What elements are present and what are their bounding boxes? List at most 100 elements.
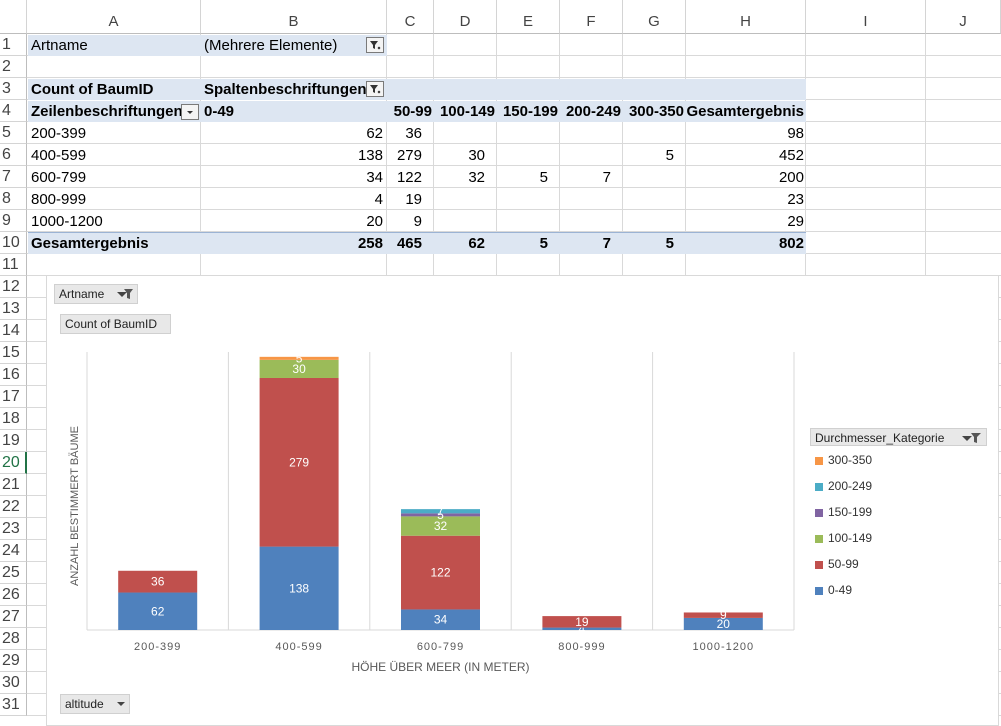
gridline bbox=[27, 143, 1001, 144]
column-category-header: 200-249 bbox=[560, 101, 623, 122]
row-header[interactable]: 18 bbox=[0, 408, 27, 430]
row-header[interactable]: 23 bbox=[0, 518, 27, 540]
gridline bbox=[27, 187, 1001, 188]
data-label: 34 bbox=[434, 613, 448, 627]
data-label: 5 bbox=[437, 508, 444, 522]
value-cell: 29 bbox=[787, 213, 804, 230]
filter-field-value: (Mehrere Elemente) bbox=[201, 35, 387, 56]
row-header[interactable]: 10 bbox=[0, 232, 27, 254]
row-labels-dropdown-button[interactable] bbox=[181, 104, 199, 120]
row-header[interactable]: 20 bbox=[0, 452, 27, 474]
grand-total-cell: 5 bbox=[497, 233, 560, 254]
data-label: 138 bbox=[289, 581, 309, 595]
filter-icon bbox=[370, 41, 381, 50]
value-cell bbox=[623, 189, 686, 210]
column-header-b[interactable]: B bbox=[201, 0, 387, 34]
row-header[interactable]: 30 bbox=[0, 672, 27, 694]
total-row-border bbox=[28, 232, 806, 233]
value-cell bbox=[560, 189, 623, 210]
x-tick-label: 400-599 bbox=[275, 641, 322, 653]
column-header-e[interactable]: E bbox=[497, 0, 560, 34]
row-header[interactable]: 28 bbox=[0, 628, 27, 650]
bar-segment bbox=[401, 609, 480, 630]
column-category-header: 100-149 bbox=[434, 101, 497, 122]
value-cell: 279 bbox=[396, 147, 422, 164]
row-header[interactable]: 5 bbox=[0, 122, 27, 144]
chart-filter-label: Artname bbox=[59, 287, 105, 301]
row-header[interactable]: 9 bbox=[0, 210, 27, 232]
filter-icon bbox=[370, 85, 381, 94]
row-header[interactable]: 17 bbox=[0, 386, 27, 408]
data-label: 19 bbox=[575, 615, 589, 629]
gridline bbox=[27, 209, 1001, 210]
row-label: 600-799 bbox=[31, 169, 87, 186]
value-cell bbox=[434, 189, 497, 210]
row-header[interactable]: 27 bbox=[0, 606, 27, 628]
chart-values-button[interactable]: Count of BaumID bbox=[60, 314, 171, 334]
data-label: 30 bbox=[292, 362, 306, 376]
legend-item: 100-149 bbox=[815, 531, 872, 545]
row-header[interactable]: 21 bbox=[0, 474, 27, 496]
row-header[interactable]: 7 bbox=[0, 166, 27, 188]
filter-field-label: Artname bbox=[28, 35, 201, 56]
grand-total-cell: 802 bbox=[686, 233, 806, 254]
row-header[interactable]: 24 bbox=[0, 540, 27, 562]
column-header-g[interactable]: G bbox=[623, 0, 686, 34]
gridline bbox=[27, 231, 1001, 232]
column-header-c[interactable]: C bbox=[387, 0, 434, 34]
value-cell bbox=[623, 123, 686, 144]
x-tick-label: 800-999 bbox=[558, 641, 605, 653]
legend-item: 50-99 bbox=[815, 557, 859, 571]
row-header[interactable]: 3 bbox=[0, 78, 27, 100]
value-cell bbox=[560, 145, 623, 166]
filter-icon bbox=[117, 289, 133, 299]
row-header[interactable]: 16 bbox=[0, 364, 27, 386]
row-header[interactable]: 6 bbox=[0, 144, 27, 166]
column-header-i[interactable]: I bbox=[806, 0, 926, 34]
row-header[interactable]: 15 bbox=[0, 342, 27, 364]
bar-segment bbox=[401, 513, 480, 517]
row-header[interactable]: 19 bbox=[0, 430, 27, 452]
row-header[interactable]: 1 bbox=[0, 34, 27, 56]
row-header[interactable]: 29 bbox=[0, 650, 27, 672]
column-header-h[interactable]: H bbox=[686, 0, 806, 34]
legend-field-button[interactable]: Durchmesser_Kategorie bbox=[810, 428, 987, 446]
legend-label: 50-99 bbox=[828, 557, 859, 571]
bar-segment bbox=[259, 356, 339, 360]
value-cell: 4 bbox=[374, 191, 383, 208]
column-header-f[interactable]: F bbox=[560, 0, 623, 34]
legend-swatch bbox=[815, 534, 823, 543]
row-header[interactable]: 22 bbox=[0, 496, 27, 518]
row-label: 400-599 bbox=[31, 147, 87, 164]
data-label: 36 bbox=[151, 575, 165, 589]
row-header[interactable]: 4 bbox=[0, 100, 27, 122]
bar-segment bbox=[118, 570, 198, 593]
row-header[interactable]: 8 bbox=[0, 188, 27, 210]
x-tick-label: 1000-1200 bbox=[692, 641, 754, 653]
filter-dropdown-button[interactable] bbox=[366, 37, 384, 53]
column-header-j[interactable]: J bbox=[926, 0, 1001, 34]
row-header[interactable]: 26 bbox=[0, 584, 27, 606]
row-header[interactable]: 11 bbox=[0, 254, 27, 276]
row-header[interactable]: 14 bbox=[0, 320, 27, 342]
row-header[interactable]: 25 bbox=[0, 562, 27, 584]
value-cell: 138 bbox=[357, 147, 383, 164]
row-header[interactable]: 31 bbox=[0, 694, 27, 716]
bar-segment bbox=[683, 612, 763, 618]
select-all-corner[interactable] bbox=[0, 0, 27, 34]
column-header-a[interactable]: A bbox=[27, 0, 201, 34]
chart-filter-button-artname[interactable]: Artname bbox=[54, 284, 138, 304]
axis-field-label: altitude bbox=[65, 697, 104, 711]
value-cell bbox=[623, 167, 686, 188]
column-labels-filter-button[interactable] bbox=[366, 81, 384, 97]
value-cell: 200 bbox=[778, 169, 804, 186]
legend-field-label: Durchmesser_Kategorie bbox=[815, 431, 945, 445]
row-header[interactable]: 2 bbox=[0, 56, 27, 78]
axis-field-button[interactable]: altitude bbox=[60, 694, 130, 714]
column-header-d[interactable]: D bbox=[434, 0, 497, 34]
value-cell bbox=[497, 123, 560, 144]
row-header[interactable]: 13 bbox=[0, 298, 27, 320]
row-header[interactable]: 12 bbox=[0, 276, 27, 298]
pivot-chart[interactable]: Artname Count of BaumID 62 36 200-399 138 27… bbox=[46, 275, 999, 726]
bar-segment bbox=[542, 627, 622, 630]
